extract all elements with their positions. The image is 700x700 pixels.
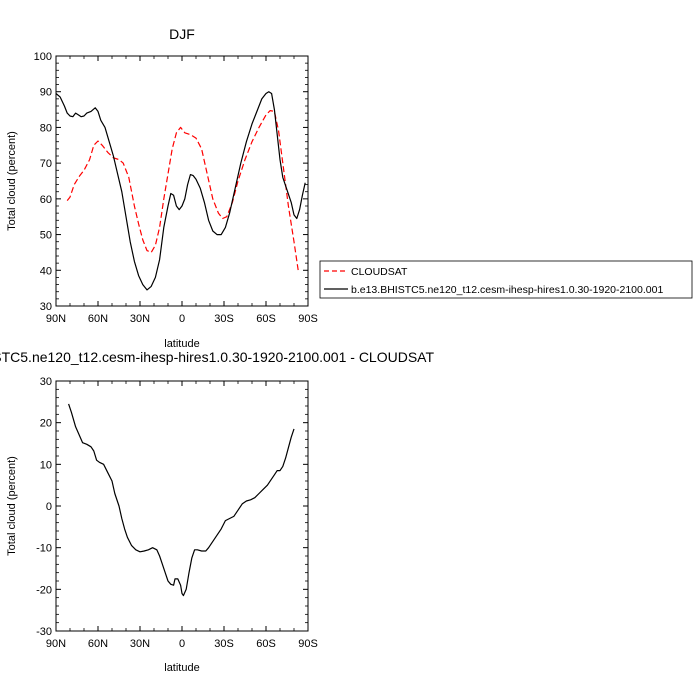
x-tick-label: 90N (46, 638, 66, 650)
legend: CLOUDSAT b.e13.BHISTC5.ne120_t12.cesm-ih… (319, 260, 693, 299)
top-ticks: 90N 60N 30N 0 30S 60S 90S 30 40 50 60 70 80 90 100 (34, 51, 318, 325)
top-panel: DJF 90N 60N 30N 0 30S 60S 90S 30 40 50 60 70 80 90 100… (6, 26, 318, 350)
x-tick-label: 90N (46, 313, 66, 325)
x-tick-label: 30N (130, 638, 150, 650)
x-tick-label: 30N (130, 313, 150, 325)
y-tick-label: 100 (34, 51, 52, 63)
y-tick-label: 40 (40, 265, 52, 277)
series-line-b (55, 91, 306, 291)
top-plot-frame (55, 55, 309, 307)
x-tick-label: 90S (298, 313, 318, 325)
x-tick-label: 0 (179, 638, 185, 650)
y-tick-label: -20 (36, 584, 52, 596)
x-tick-label: 60S (256, 313, 276, 325)
legend-label-cloudsat: CLOUDSAT (351, 266, 408, 278)
x-tick-label: 60N (88, 638, 108, 650)
top-chart-title: DJF (169, 26, 195, 42)
top-y-axis-title: Total cloud (percent) (6, 131, 18, 231)
y-tick-label: 80 (40, 122, 52, 134)
y-tick-label: 0 (46, 501, 52, 513)
bottom-ticks: 90N 60N 30N 0 30S 60S 90S -30 -20 -10 0 10 20 30 (36, 376, 318, 650)
y-tick-label: -10 (36, 543, 52, 555)
y-tick-label: 10 (40, 459, 52, 471)
bottom-x-axis-title: latitude (164, 662, 199, 674)
top-series (55, 91, 306, 291)
series-line-cloudsat (66, 109, 299, 271)
x-tick-label: 30S (214, 638, 234, 650)
y-tick-label: 30 (40, 376, 52, 388)
x-tick-label: 60S (256, 638, 276, 650)
y-tick-label: 90 (40, 87, 52, 99)
y-tick-label: 50 (40, 230, 52, 242)
legend-box (319, 260, 693, 299)
bottom-y-axis-title: Total cloud (percent) (6, 456, 18, 556)
top-x-axis-title: latitude (164, 338, 199, 350)
x-tick-label: 60N (88, 313, 108, 325)
x-tick-label: 30S (214, 313, 234, 325)
bottom-series (68, 403, 295, 597)
y-tick-label: 20 (40, 418, 52, 430)
y-tick-label: -30 (36, 626, 52, 638)
legend-label-model: b.e13.BHISTC5.ne120_t12.cesm-ihesp-hires… (351, 284, 663, 296)
x-tick-label: 90S (298, 638, 318, 650)
bottom-chart-title: b.e13.BHISTC5.ne120_t12.cesm-ihesp-hires… (0, 349, 434, 365)
x-tick-label: 0 (179, 313, 185, 325)
series-line-difference (68, 403, 295, 597)
y-tick-label: 70 (40, 158, 52, 170)
bottom-panel: b.e13.BHISTC5.ne120_t12.cesm-ihesp-hires… (0, 349, 434, 674)
y-tick-label: 60 (40, 194, 52, 206)
y-tick-label: 30 (40, 301, 52, 313)
